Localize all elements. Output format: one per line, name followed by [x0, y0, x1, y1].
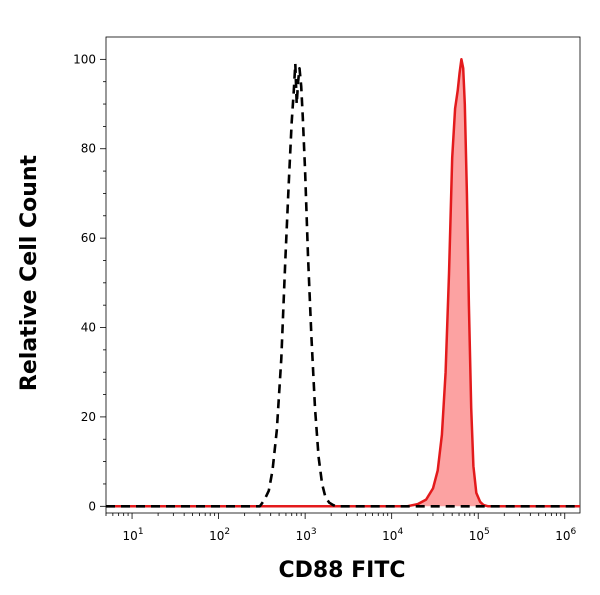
y-tick-label: 0	[88, 499, 96, 513]
x-tick-label: 104	[382, 527, 403, 543]
y-tick-label: 40	[81, 321, 96, 335]
series-0-line	[106, 62, 580, 508]
series-1-area	[106, 59, 580, 507]
x-tick-label: 105	[469, 527, 490, 543]
x-tick-label: 102	[209, 527, 230, 543]
plot-frame	[105, 36, 581, 514]
y-tick-label: 100	[73, 52, 96, 66]
series-layer	[106, 58, 580, 508]
x-tick-label: 101	[123, 527, 144, 543]
y-axis: 0 20 40 60 80 100	[73, 52, 106, 513]
y-axis-title: Relative Cell Count	[17, 154, 42, 391]
y-tick-label: 20	[81, 410, 96, 424]
y-tick-label: 60	[81, 231, 96, 245]
x-tick-label: 106	[555, 527, 576, 543]
x-axis-title: CD88 FITC	[278, 558, 405, 583]
y-tick-label: 80	[81, 142, 96, 156]
x-tick-label: 103	[296, 527, 317, 543]
x-axis: 101 102 103 104 105 106	[105, 513, 577, 543]
series-1-line	[106, 58, 580, 508]
